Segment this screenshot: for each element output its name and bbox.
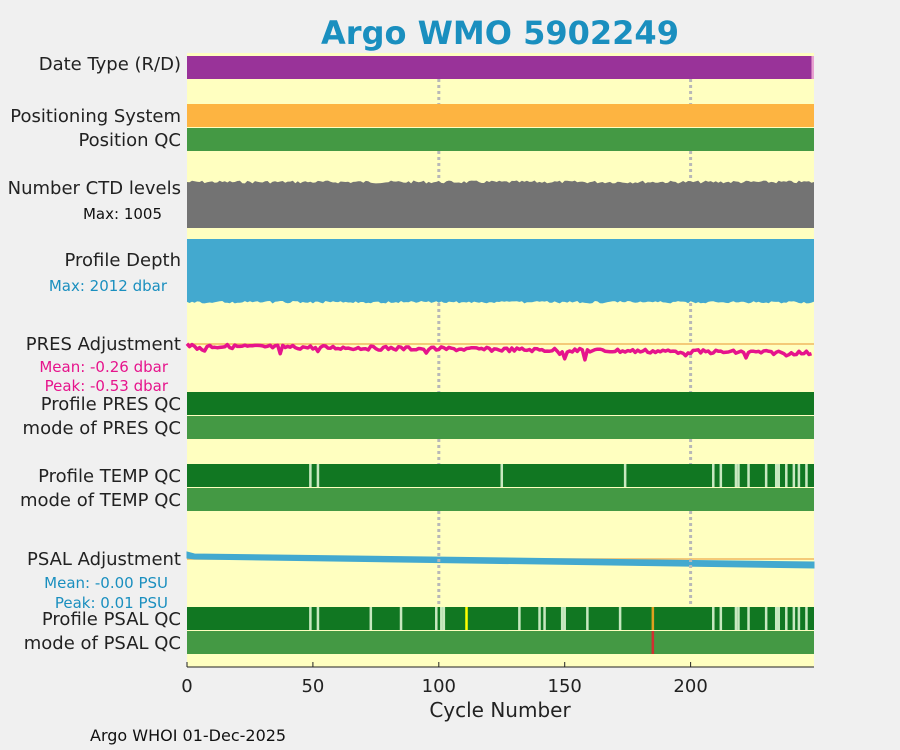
label-mode-psal-qc: mode of PSAL QC <box>24 633 181 654</box>
label-mode-pres-qc: mode of PRES QC <box>23 418 181 439</box>
temp-qc-flag-mark <box>774 464 778 487</box>
temp-qc-flag-mark <box>747 464 750 487</box>
x-axis: 0 50 100 150 200 <box>181 662 814 697</box>
psal-qc-flag-mark <box>797 607 801 630</box>
psal-qc-flag-mark <box>440 607 443 630</box>
label-profile-temp-qc: Profile TEMP QC <box>38 466 181 487</box>
psal-qc-flag-mark <box>777 607 781 630</box>
temp-qc-flag-mark <box>734 464 738 487</box>
label-mode-temp-qc: mode of TEMP QC <box>20 490 181 511</box>
psal-qc-flag-mark <box>785 607 788 630</box>
temp-qc-flag-mark <box>792 464 796 487</box>
temp-qc-flag-mark <box>777 464 781 487</box>
chart-title: Argo WMO 5902249 <box>321 14 679 52</box>
date-type-bar <box>187 56 814 79</box>
profile-pres-qc-bar <box>187 392 814 415</box>
label-profile-depth: Profile Depth <box>64 250 181 271</box>
temp-qc-flag-mark <box>764 464 768 487</box>
position-qc-bar <box>187 128 814 151</box>
temp-qc-flag-mark <box>719 464 723 487</box>
mode-psal-qc-bar <box>187 631 814 654</box>
psal-qc-flag-mark <box>792 607 796 630</box>
label-date-type: Date Type (R/D) <box>39 54 181 75</box>
psal-qc-flag-mark <box>805 607 808 630</box>
label-profile-pres-qc: Profile PRES QC <box>41 394 181 415</box>
temp-qc-flag-mark <box>737 464 740 487</box>
psal-qc-flag-mark <box>442 607 446 630</box>
psal-qc-flag-mark <box>734 607 738 630</box>
psal-qc-flag-mark <box>369 607 373 630</box>
footer-credit: Argo WHOI 01-Dec-2025 <box>90 726 286 745</box>
psal-qc-flag-mark <box>737 607 740 630</box>
psal-qc-flag-mark <box>435 607 438 630</box>
ctd-levels-area <box>187 180 814 228</box>
psal-qc-flag-mark <box>518 607 521 630</box>
label-position-qc: Position QC <box>78 130 181 151</box>
chart-gridlines <box>437 79 693 607</box>
temp-qc-flag-mark <box>712 464 715 487</box>
psal-qc-flag-mark <box>399 607 403 630</box>
psal-qc-flag-mark <box>712 607 715 630</box>
label-pres-adjustment: PRES Adjustment <box>26 334 181 355</box>
psal-qc-flag-mark <box>309 607 312 630</box>
profile-psal-qc-bar <box>187 607 814 630</box>
psal-qc-flag-mark <box>543 607 546 630</box>
temp-qc-flag-mark <box>309 464 312 487</box>
x-tick-label: 50 <box>301 676 324 697</box>
psal-qc-orange-mark <box>651 607 655 630</box>
psal-qc-flag-mark <box>563 607 566 630</box>
psal-qc-flag-mark <box>618 607 622 630</box>
label-pres-peak: Peak: -0.53 dbar <box>45 377 169 395</box>
mode-pres-qc-bar <box>187 416 814 439</box>
temp-qc-flag-mark <box>805 464 808 487</box>
label-positioning-system: Positioning System <box>10 106 181 127</box>
date-type-delayed-bar <box>811 56 814 79</box>
label-psal-adjustment: PSAL Adjustment <box>27 549 181 570</box>
psal-qc-flag-mark <box>560 607 564 630</box>
positioning-system-bar <box>187 104 814 127</box>
label-ctd-levels: Number CTD levels <box>8 178 181 199</box>
label-ctd-max: Max: 1005 <box>83 205 162 223</box>
label-psal-peak: Peak: 0.01 PSU <box>55 594 168 612</box>
psal-mode-red-mark <box>651 631 655 654</box>
x-tick-label: 100 <box>422 676 456 697</box>
x-axis-label: Cycle Number <box>429 698 571 722</box>
psal-qc-flag-mark <box>538 607 541 630</box>
label-depth-max: Max: 2012 dbar <box>49 277 168 295</box>
psal-qc-flag-mark <box>774 607 778 630</box>
psal-qc-flag-mark <box>719 607 723 630</box>
psal-qc-flag-mark <box>747 607 750 630</box>
temp-qc-flag-mark <box>623 464 627 487</box>
label-pres-mean: Mean: -0.26 dbar <box>39 358 169 376</box>
profile-depth-area <box>187 239 814 304</box>
mode-temp-qc-bar <box>187 488 814 511</box>
x-tick-label: 0 <box>181 676 192 697</box>
psal-adjustment-series <box>186 551 815 569</box>
psal-qc-flag-mark <box>586 607 589 630</box>
temp-qc-flag-mark <box>500 464 504 487</box>
temp-qc-flag-mark <box>316 464 320 487</box>
x-tick-label: 150 <box>548 676 582 697</box>
temp-qc-flag-mark <box>797 464 801 487</box>
pres-adjustment-series <box>185 342 813 362</box>
chart-marks <box>185 56 815 654</box>
x-tick-label: 200 <box>673 676 707 697</box>
temp-qc-flag-mark <box>785 464 788 487</box>
psal-qc-flag-mark <box>316 607 320 630</box>
label-profile-psal-qc: Profile PSAL QC <box>42 609 181 630</box>
label-psal-mean: Mean: -0.00 PSU <box>44 574 168 592</box>
psal-qc-yellow-mark <box>465 607 468 630</box>
psal-qc-flag-mark <box>764 607 768 630</box>
